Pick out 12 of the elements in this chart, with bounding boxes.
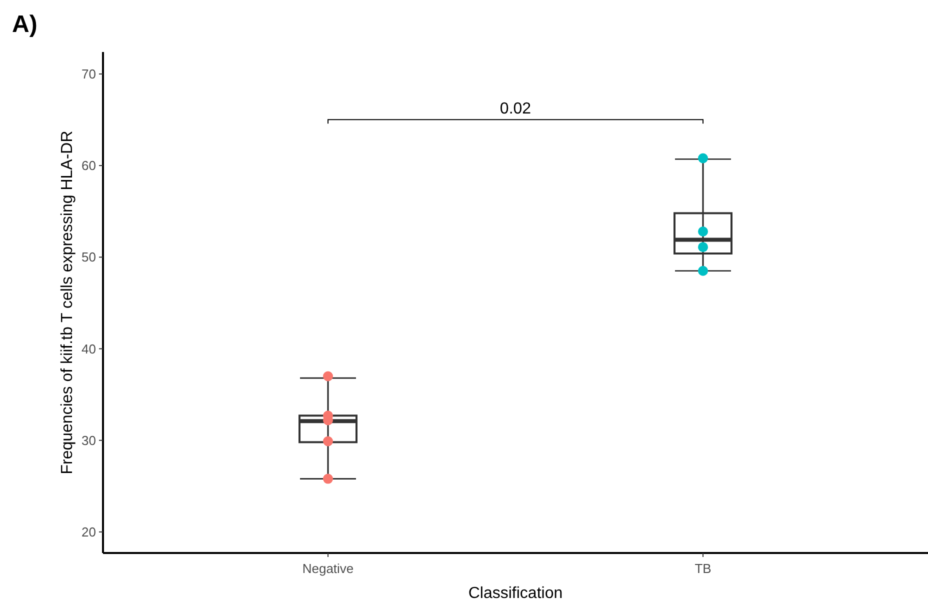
y-tick-label: 60 bbox=[82, 158, 96, 174]
text: A) bbox=[12, 11, 38, 38]
y-tick-label: 30 bbox=[82, 432, 96, 448]
y-axis-title: Frequencies of kiif.tb T cells expressing HLA-DR bbox=[59, 130, 76, 474]
annotation: 0.02 bbox=[500, 100, 532, 118]
x-tick-label: Negative bbox=[302, 561, 354, 576]
y-tick-label: 40 bbox=[82, 341, 96, 356]
y-tick-label: 70 bbox=[82, 66, 96, 82]
x-tick-label: TB bbox=[694, 561, 712, 576]
y-tick-label: 50 bbox=[82, 250, 96, 265]
x-axis-title: Classification bbox=[468, 585, 563, 602]
y-tick-label: 20 bbox=[82, 524, 96, 540]
